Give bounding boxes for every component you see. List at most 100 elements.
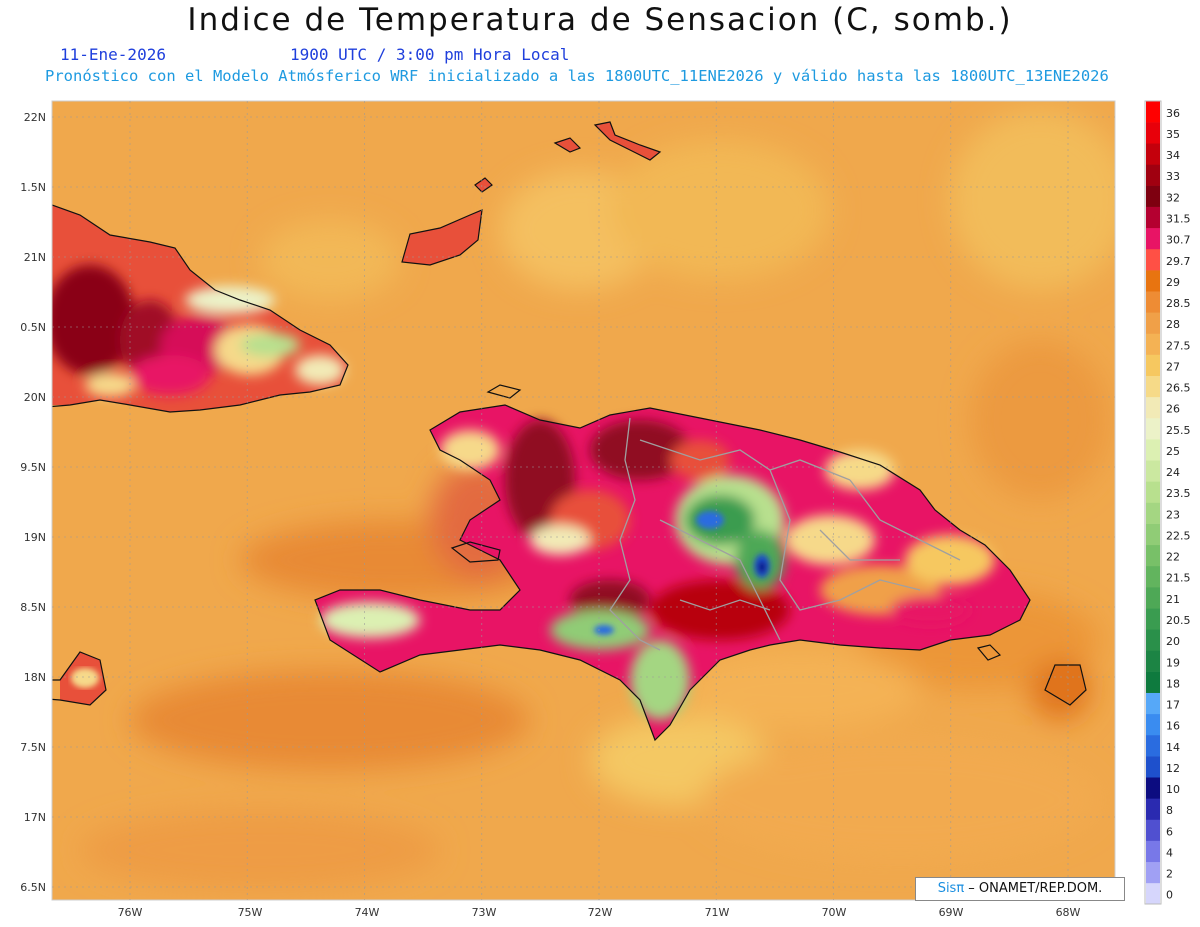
lon-label: 72W bbox=[588, 906, 613, 919]
legend-swatch bbox=[1146, 270, 1160, 292]
legend-label: 24 bbox=[1166, 466, 1180, 479]
legend-swatch bbox=[1146, 798, 1160, 820]
lat-label: 1.5N bbox=[20, 181, 46, 194]
legend-swatch bbox=[1146, 143, 1160, 165]
lat-label: 22N bbox=[24, 111, 46, 124]
legend-label: 16 bbox=[1166, 720, 1180, 733]
legend-swatch bbox=[1146, 523, 1160, 546]
legend-swatch bbox=[1146, 671, 1160, 693]
legend-swatch bbox=[1146, 861, 1160, 884]
legend-swatch bbox=[1146, 164, 1160, 186]
legend-swatch bbox=[1146, 333, 1160, 355]
legend-swatch bbox=[1146, 206, 1160, 229]
credit-text: – ONAMET/REP.DOM. bbox=[964, 881, 1103, 896]
legend-label: 23 bbox=[1166, 508, 1180, 521]
lat-label: 21N bbox=[24, 251, 46, 264]
legend-label: 30.7 bbox=[1166, 234, 1191, 247]
legend-swatch bbox=[1146, 565, 1160, 588]
lat-label: 8.5N bbox=[20, 601, 46, 614]
legend-swatch bbox=[1146, 692, 1160, 715]
legend-swatch bbox=[1146, 882, 1160, 905]
longitude-labels: 76W 75W 74W 73W 72W 71W 70W 69W 68W bbox=[118, 906, 1081, 919]
legend-swatch bbox=[1146, 291, 1160, 313]
sispi-logo: Sisπ bbox=[937, 881, 965, 896]
forecast-time: 1900 UTC / 3:00 pm Hora Local bbox=[290, 45, 570, 64]
province-borders bbox=[609, 417, 961, 651]
lat-label: 19N bbox=[24, 531, 46, 544]
legend-label: 21.5 bbox=[1166, 572, 1191, 585]
legend-label: 0 bbox=[1166, 889, 1173, 902]
lon-label: 74W bbox=[355, 906, 380, 919]
hispaniola-land bbox=[315, 405, 1030, 740]
legend-label: 17 bbox=[1166, 699, 1180, 712]
legend-swatch bbox=[1146, 587, 1160, 609]
lon-label: 68W bbox=[1056, 906, 1081, 919]
credit-box: Sisπ – ONAMET/REP.DOM. bbox=[915, 877, 1125, 901]
forecast-date: 11-Ene-2026 bbox=[60, 45, 166, 64]
legend-label: 20.5 bbox=[1166, 614, 1191, 627]
legend-label: 25 bbox=[1166, 445, 1180, 458]
map-title: Indice de Temperatura de Sensacion (C, s… bbox=[187, 2, 1013, 38]
legend-label: 21 bbox=[1166, 593, 1180, 606]
legend-label: 22.5 bbox=[1166, 529, 1191, 542]
legend-swatch bbox=[1146, 650, 1160, 672]
lon-label: 73W bbox=[472, 906, 497, 919]
legend-swatch bbox=[1146, 840, 1160, 863]
legend-frame bbox=[1144, 100, 1162, 905]
legend-swatch bbox=[1146, 608, 1160, 630]
lat-label: 6.5N bbox=[20, 881, 46, 894]
map-frame bbox=[51, 100, 1116, 901]
model-info: Pronóstico con el Modelo Atmósferico WRF… bbox=[45, 67, 1109, 85]
legend-label: 26.5 bbox=[1166, 382, 1191, 395]
legend-label: 29.7 bbox=[1166, 255, 1191, 268]
legend-swatch bbox=[1146, 354, 1160, 377]
legend-label: 2 bbox=[1166, 868, 1173, 881]
legend-label: 32 bbox=[1166, 191, 1180, 204]
legend-label: 27 bbox=[1166, 360, 1180, 373]
lon-label: 71W bbox=[705, 906, 730, 919]
legend-swatch bbox=[1146, 734, 1160, 757]
legend-label: 18 bbox=[1166, 677, 1180, 690]
legend-label: 12 bbox=[1166, 762, 1180, 775]
graticule bbox=[52, 101, 1115, 900]
legend-label: 8 bbox=[1166, 804, 1173, 817]
ocean-variations bbox=[80, 110, 1115, 890]
legend-label: 36 bbox=[1166, 107, 1180, 120]
legend-swatch bbox=[1146, 629, 1160, 651]
latitude-labels: 22N 1.5N 21N 0.5N 20N 9.5N 19N 8.5N 18N … bbox=[20, 111, 46, 894]
legend-label: 23.5 bbox=[1166, 487, 1191, 500]
legend-label: 6 bbox=[1166, 825, 1173, 838]
legend-swatch bbox=[1146, 460, 1160, 482]
legend-label: 25.5 bbox=[1166, 424, 1191, 437]
legend-swatch bbox=[1146, 777, 1160, 799]
legend-swatch bbox=[1146, 544, 1160, 567]
legend-swatch bbox=[1146, 819, 1160, 841]
lon-label: 75W bbox=[238, 906, 263, 919]
legend-label: 33 bbox=[1166, 170, 1180, 183]
legend-swatch bbox=[1146, 417, 1160, 440]
legend-swatch bbox=[1146, 185, 1160, 207]
legend-label: 34 bbox=[1166, 149, 1180, 162]
legend-label: 14 bbox=[1166, 741, 1180, 754]
lat-label: 18N bbox=[24, 671, 46, 684]
legend-swatch bbox=[1146, 756, 1160, 778]
legend-swatch bbox=[1146, 227, 1160, 250]
legend-label: 10 bbox=[1166, 783, 1180, 796]
legend-label: 20 bbox=[1166, 635, 1180, 648]
legend-label: 28 bbox=[1166, 318, 1180, 331]
legend-label: 27.5 bbox=[1166, 339, 1191, 352]
legend-swatch bbox=[1146, 713, 1160, 736]
legend-label: 19 bbox=[1166, 656, 1180, 669]
legend-label: 31.5 bbox=[1166, 213, 1191, 226]
lon-label: 69W bbox=[939, 906, 964, 919]
lat-label: 9.5N bbox=[20, 461, 46, 474]
legend-label: 4 bbox=[1166, 846, 1173, 859]
lon-label: 76W bbox=[118, 906, 143, 919]
lat-label: 20N bbox=[24, 391, 46, 404]
legend-swatch bbox=[1146, 375, 1160, 398]
legend-swatch bbox=[1146, 481, 1160, 503]
lat-label: 7.5N bbox=[20, 741, 46, 754]
legend-label: 29 bbox=[1166, 276, 1180, 289]
lat-label: 0.5N bbox=[20, 321, 46, 334]
